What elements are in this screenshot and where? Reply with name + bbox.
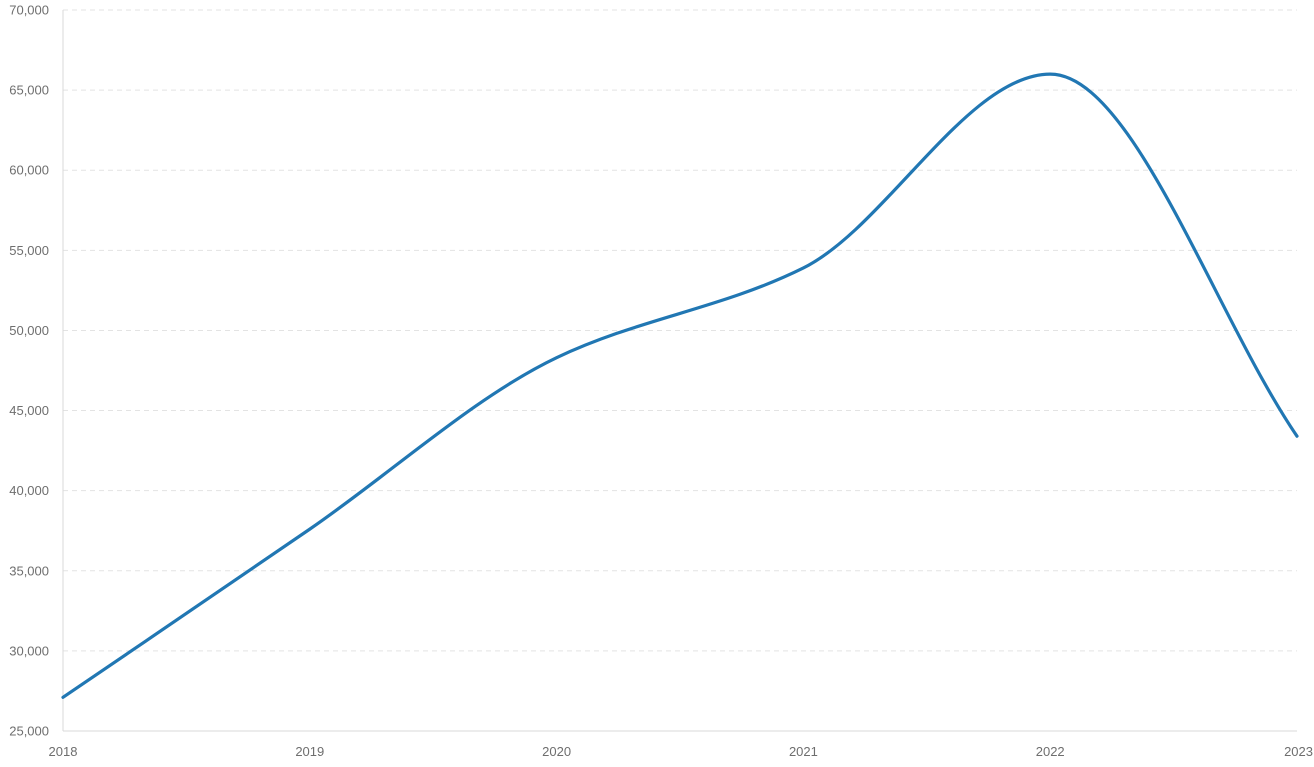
y-tick-label: 40,000: [9, 483, 49, 498]
y-tick-label: 55,000: [9, 243, 49, 258]
x-tick-label: 2020: [542, 744, 571, 759]
y-tick-label: 65,000: [9, 83, 49, 98]
x-tick-label: 2019: [295, 744, 324, 759]
y-axis-tick-labels: 25,000 30,000 35,000 40,000 45,000 50,000 55,0…: [9, 3, 49, 739]
y-tick-label: 30,000: [9, 643, 49, 658]
x-tick-label: 2021: [789, 744, 818, 759]
x-tick-label: 2018: [49, 744, 78, 759]
series-lines: [61, 72, 1299, 699]
axes: [62, 10, 1297, 732]
series-line-0: [61, 72, 1299, 699]
x-axis-tick-labels: 2018 2019 2020 2021 2022 2023: [49, 744, 1313, 759]
y-tick-label: 25,000: [9, 724, 49, 739]
y-tick-label: 60,000: [9, 163, 49, 178]
x-tick-label: 2023: [1284, 744, 1313, 759]
y-tick-label: 35,000: [9, 563, 49, 578]
y-tick-label: 50,000: [9, 323, 49, 338]
y-tick-label: 70,000: [9, 3, 49, 18]
y-tick-label: 45,000: [9, 403, 49, 418]
x-tick-label: 2022: [1036, 744, 1065, 759]
grid-lines: [63, 9, 1297, 652]
